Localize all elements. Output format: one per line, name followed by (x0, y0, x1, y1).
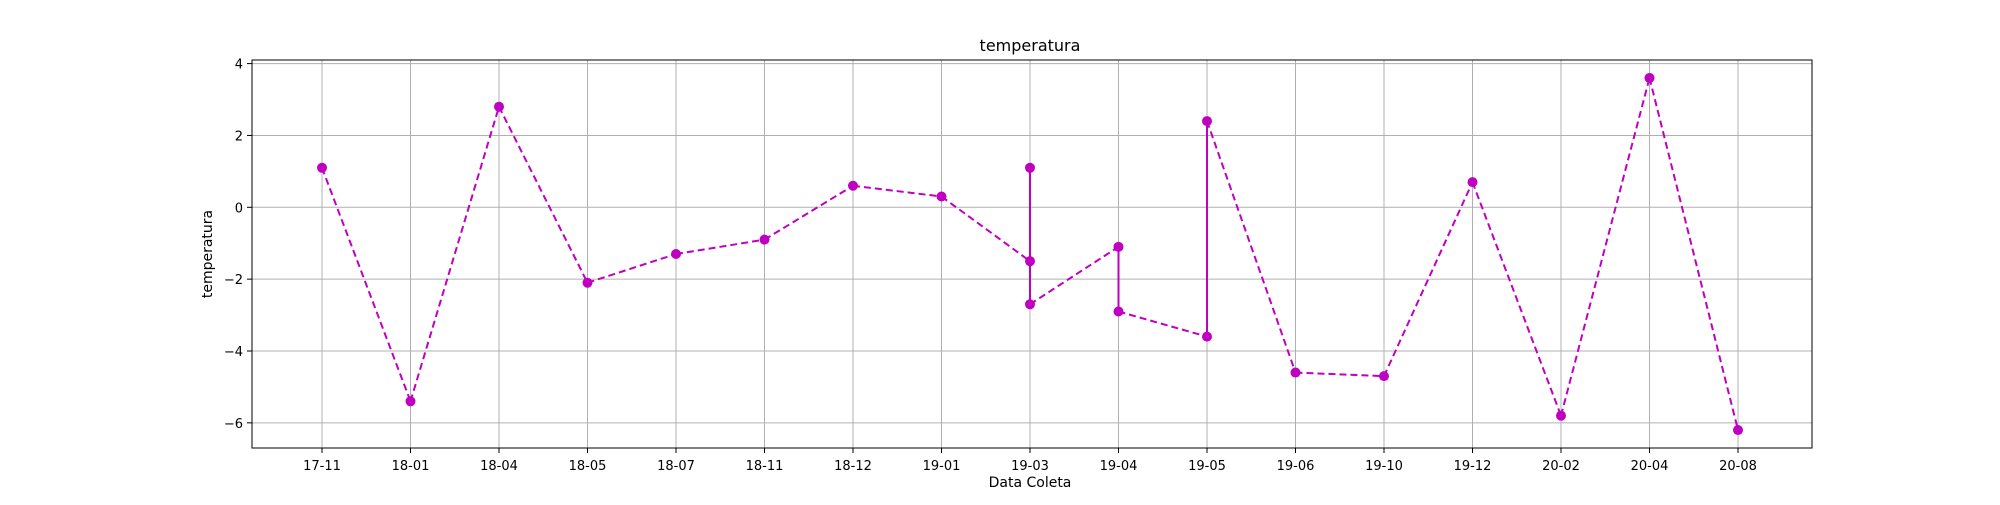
data-point (848, 180, 858, 191)
y-tick-label: −4 (224, 345, 243, 360)
data-point (1202, 331, 1212, 342)
x-tick-label: 18-07 (657, 459, 695, 474)
x-tick-label: 18-11 (746, 459, 784, 474)
x-tick-label: 19-05 (1188, 459, 1226, 474)
series-line-segment (587, 253, 677, 284)
data-point (317, 162, 327, 173)
x-tick-label: 18-01 (392, 459, 430, 474)
x-tick-label: 19-06 (1277, 459, 1315, 474)
x-tick-label: 20-08 (1719, 459, 1757, 474)
series-line-segment (940, 195, 1031, 262)
series-lines (321, 77, 1739, 431)
data-point (759, 234, 770, 245)
series-line-segment (763, 184, 854, 241)
y-tick-label: 2 (235, 129, 243, 144)
data-point (936, 191, 947, 202)
data-point (1290, 367, 1301, 378)
data-point (405, 396, 416, 407)
series-line-segment (1471, 181, 1562, 417)
series-line-segment (852, 184, 942, 198)
series-line-segment (1383, 181, 1474, 377)
y-tick-label: 4 (235, 58, 243, 73)
series-line-segment (1560, 77, 1651, 416)
data-point (582, 277, 593, 288)
data-point (1025, 299, 1035, 310)
data-point (1556, 410, 1566, 421)
series-line-segment (409, 106, 500, 402)
data-point (1379, 371, 1389, 382)
data-point (1025, 256, 1035, 267)
data-point (1733, 425, 1743, 436)
data-point (1113, 306, 1124, 317)
x-axis-ticks: 17-11 18-01 18-04 18-05 18-07 18-11 18-12 19-01… (303, 448, 1757, 474)
series-line-segment (1118, 310, 1208, 338)
series-line-segment (1295, 371, 1385, 378)
data-point (671, 249, 681, 259)
data-point (1467, 177, 1478, 188)
y-tick-label: −2 (224, 273, 243, 288)
chart-title: temperatura (980, 36, 1081, 55)
data-point (494, 101, 504, 112)
x-tick-label: 17-11 (303, 459, 341, 474)
series-line-segment (1648, 77, 1739, 431)
series-line-segment (675, 238, 765, 255)
x-tick-label: 19-04 (1100, 459, 1138, 474)
y-tick-label: 0 (235, 201, 243, 216)
grid (252, 60, 1812, 448)
plot-area-frame (251, 59, 1813, 449)
x-tick-label: 19-12 (1454, 459, 1492, 474)
x-tick-label: 19-10 (1365, 459, 1403, 474)
x-tick-label: 18-05 (569, 459, 607, 474)
y-axis-ticks: 4 2 0 −2 −4 −6 (224, 58, 252, 432)
y-axis-label: temperatura (200, 210, 216, 298)
data-point (1644, 72, 1655, 83)
x-tick-label: 19-03 (1011, 459, 1049, 474)
series-line-segment (1029, 245, 1120, 306)
series-points (317, 72, 1743, 436)
x-axis-label: Data Coleta (989, 475, 1072, 491)
data-point (1202, 116, 1212, 127)
series-line-segment (1206, 120, 1297, 373)
data-point (1025, 162, 1035, 173)
x-tick-label: 18-12 (834, 459, 872, 474)
x-tick-label: 19-01 (923, 459, 961, 474)
x-tick-label: 20-04 (1631, 459, 1669, 474)
x-tick-label: 20-02 (1542, 459, 1580, 474)
data-point (1113, 241, 1124, 252)
y-tick-label: −6 (224, 417, 243, 432)
x-tick-label: 18-04 (480, 459, 518, 474)
series-line-segment (321, 167, 412, 402)
